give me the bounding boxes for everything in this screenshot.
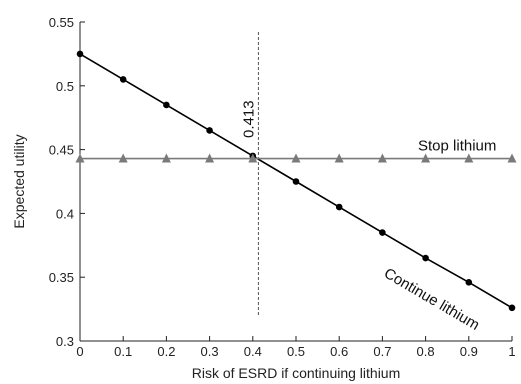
y-tick-label: 0.35 [49, 270, 74, 285]
x-tick-label: 0.1 [114, 344, 132, 359]
labels-group: Stop lithium Continue lithium [381, 138, 496, 334]
y-tick-label: 0.5 [56, 79, 74, 94]
x-tick-label: 0.5 [287, 344, 305, 359]
continue-lithium-point [292, 178, 300, 185]
x-tick-label: 0.2 [157, 344, 175, 359]
stop-lithium-point [421, 153, 431, 163]
x-tick-label: 0.3 [201, 344, 219, 359]
continue-lithium-point [465, 279, 473, 286]
x-tick-label: 0.7 [373, 344, 391, 359]
stop-lithium-point [334, 153, 344, 163]
stop-lithium-point [205, 153, 215, 163]
continue-lithium-label: Continue lithium [381, 265, 482, 334]
stop-lithium-point [161, 153, 171, 163]
x-tick-label: 0.9 [460, 344, 478, 359]
x-tick-label: 0 [76, 344, 83, 359]
continue-lithium-point [422, 254, 429, 262]
x-tick-label: 0.6 [330, 344, 348, 359]
x-axis-label: Risk of ESRD if continuing lithium [192, 365, 401, 381]
stop-lithium-point [377, 153, 387, 163]
series-group [75, 50, 517, 312]
y-tick-label: 0.4 [56, 206, 74, 221]
stop-lithium-label: Stop lithium [418, 138, 496, 155]
y-tick-label: 0.55 [49, 15, 74, 30]
ticks: 0 0.1 0.2 0.3 0.4 0.5 0.6 0.7 0.8 0.9 1 0.3 0.35 0.4 0… [49, 15, 516, 359]
continue-lithium-point [119, 76, 127, 83]
stop-lithium-point [464, 153, 474, 163]
continue-lithium-point [335, 203, 343, 211]
x-tick-label: 0.4 [244, 344, 262, 359]
x-tick-label: 0.8 [417, 344, 435, 359]
continue-lithium-point [206, 127, 213, 134]
continue-lithium-point [508, 304, 516, 312]
y-axis-label: Expected utility [11, 134, 27, 228]
stop-lithium-point [291, 153, 301, 163]
stop-lithium-point [248, 153, 258, 163]
x-tick-label: 1 [508, 344, 515, 359]
continue-lithium-point [76, 50, 84, 58]
stop-lithium-point [118, 153, 128, 163]
continue-lithium-point [379, 229, 386, 236]
stop-lithium-point [75, 153, 85, 163]
threshold-group: 0.413 [240, 32, 259, 317]
y-tick-label: 0.45 [49, 143, 74, 158]
threshold-label: 0.413 [240, 100, 257, 138]
y-tick-label: 0.3 [56, 334, 74, 349]
stop-lithium-point [507, 153, 517, 163]
continue-lithium-point [163, 101, 170, 109]
